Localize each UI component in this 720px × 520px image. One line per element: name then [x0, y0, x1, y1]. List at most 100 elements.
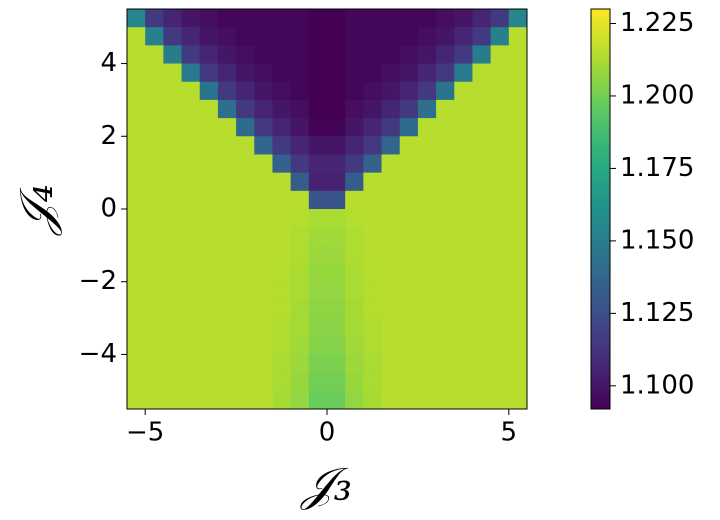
heatmap-cell	[345, 281, 364, 301]
x-axis-label: 𝒥₃	[300, 457, 352, 511]
heatmap-cell	[181, 227, 201, 246]
heatmap-cell	[327, 299, 346, 319]
heatmap-cell	[308, 227, 328, 246]
heatmap-cell	[454, 354, 473, 374]
heatmap-cell	[472, 245, 492, 265]
heatmap-cell	[236, 318, 255, 337]
heatmap-cell	[436, 281, 455, 301]
heatmap-cell	[436, 27, 455, 46]
heatmap-cell	[345, 63, 364, 83]
heatmap-cell	[399, 390, 419, 410]
heatmap-cell	[290, 209, 310, 228]
heatmap-cell	[436, 118, 455, 137]
heatmap-cell	[272, 118, 292, 137]
heatmap-cell	[181, 318, 201, 337]
heatmap-cell	[163, 318, 183, 337]
heatmap-cell	[327, 227, 346, 246]
heatmap-cell	[436, 390, 455, 410]
heatmap-cell	[217, 263, 237, 283]
heatmap-cell	[436, 263, 455, 283]
heatmap-cell	[363, 372, 383, 392]
heatmap-cell	[145, 172, 164, 192]
heatmap-cell	[363, 263, 383, 283]
x-tick-label: 5	[501, 418, 518, 448]
heatmap-cell	[381, 27, 401, 46]
heatmap-cell	[308, 9, 328, 28]
heatmap-cell	[399, 154, 419, 174]
heatmap-cell	[308, 318, 328, 337]
heatmap-cell	[290, 63, 310, 83]
heatmap-cell	[217, 63, 237, 83]
heatmap-cell	[236, 27, 255, 46]
heatmap-cell	[145, 81, 164, 101]
heatmap-cell	[236, 9, 255, 28]
heatmap-cell	[308, 172, 328, 192]
heatmap-cell	[399, 227, 419, 246]
heatmap-cell	[236, 45, 255, 65]
heatmap-cell	[508, 245, 528, 265]
colorbar-tick-label: 1.225	[620, 8, 694, 38]
heatmap-cell	[327, 245, 346, 265]
heatmap-cell	[399, 372, 419, 392]
heatmap-cell	[363, 390, 383, 410]
heatmap-cell	[272, 136, 292, 155]
heatmap-cell	[490, 118, 510, 137]
heatmap-cell	[254, 245, 273, 265]
heatmap-cell	[490, 27, 510, 46]
heatmap-cell	[381, 354, 401, 374]
heatmap-cell	[290, 99, 310, 119]
heatmap-cell	[417, 372, 437, 392]
heatmap-cell	[508, 118, 528, 137]
heatmap-cell	[508, 372, 528, 392]
heatmap-cell	[145, 63, 164, 83]
heatmap-cell	[127, 390, 146, 410]
heatmap-cell	[236, 263, 255, 283]
heatmap-cell	[454, 299, 473, 319]
heatmap-cell	[199, 190, 219, 210]
heatmap-cell	[217, 154, 237, 174]
heatmap-cell	[490, 9, 510, 28]
heatmap-cell	[327, 354, 346, 374]
heatmap-cell	[345, 354, 364, 374]
heatmap-cell	[508, 354, 528, 374]
heatmap-cell	[272, 227, 292, 246]
heatmap-cell	[472, 172, 492, 192]
heatmap-cell	[272, 45, 292, 65]
heatmap-cell	[236, 99, 255, 119]
heatmap-cell	[327, 209, 346, 228]
heatmap-cell	[381, 9, 401, 28]
heatmap-cell	[345, 45, 364, 65]
heatmap-cell	[272, 245, 292, 265]
heatmap-cell	[163, 136, 183, 155]
heatmap-cell	[417, 245, 437, 265]
heatmap-cell	[236, 372, 255, 392]
heatmap-cell	[381, 190, 401, 210]
heatmap-cell	[181, 299, 201, 319]
heatmap-cell	[454, 27, 473, 46]
heatmap-cell	[199, 9, 219, 28]
heatmap-cell	[145, 336, 164, 355]
heatmap-cell	[399, 45, 419, 65]
heatmap-cell	[217, 9, 237, 28]
heatmap-cell	[327, 263, 346, 283]
heatmap-cell	[217, 118, 237, 137]
heatmap-cell	[327, 190, 346, 210]
heatmap-cell	[417, 81, 437, 101]
heatmap-cell	[363, 336, 383, 355]
heatmap-cell	[454, 136, 473, 155]
heatmap-cell	[417, 209, 437, 228]
heatmap-cell	[199, 390, 219, 410]
heatmap-cell	[381, 172, 401, 192]
heatmap-cell	[236, 227, 255, 246]
heatmap-cell	[417, 118, 437, 137]
heatmap-cell	[345, 27, 364, 46]
heatmap-cell	[399, 318, 419, 337]
heatmap-cell	[363, 99, 383, 119]
heatmap-cell	[181, 118, 201, 137]
heatmap-cell	[181, 281, 201, 301]
heatmap-cell	[345, 9, 364, 28]
heatmap-cell	[417, 172, 437, 192]
heatmap-cell	[345, 209, 364, 228]
heatmap-cell	[454, 245, 473, 265]
